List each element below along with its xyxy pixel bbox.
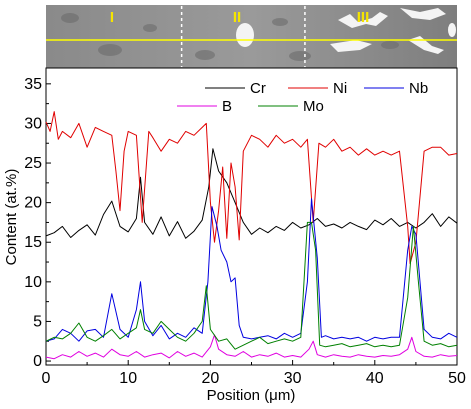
y-tick-label: 30 [24,115,42,132]
x-tick-label: 0 [42,370,51,387]
axis-ticks: 0 10 20 30 40 50 0 5 10 15 20 25 30 35 [24,76,466,387]
micrograph: I II III [46,5,457,68]
legend-label-nb: Nb [409,80,428,97]
legend-label-mo: Mo [303,98,324,115]
legend-label-ni: Ni [333,80,347,97]
series-line-ni [45,111,458,265]
y-tick-label: 35 [24,76,42,93]
x-axis-label: Position (μm) [207,387,296,404]
y-tick-label: 15 [24,234,42,251]
x-tick-label: 40 [366,370,384,387]
legend-label-cr: Cr [250,80,266,97]
x-tick-label: 20 [202,370,220,387]
series-line-nb [45,198,458,342]
legend: Cr Ni Nb B Mo [177,80,428,115]
series-layer [45,111,458,360]
series-line-cr [45,148,458,239]
zone-label-3: III [357,9,370,26]
x-tick-label: 50 [448,370,466,387]
y-axis-label: Content (at.%) [3,169,20,266]
x-tick-label: 30 [284,370,302,387]
y-tick-label: 10 [24,274,42,291]
y-tick-label: 5 [33,313,42,330]
zone-label-1: I [110,9,114,26]
zone-label-2: II [233,9,241,26]
y-tick-label: 25 [24,155,42,172]
series-line-b [45,334,458,360]
micrograph-texture [61,13,399,61]
y-tick-label: 20 [24,195,42,212]
series-line-mo [45,221,458,350]
x-tick-label: 10 [119,370,137,387]
plot-frame [45,67,458,366]
y-tick-label: 0 [33,353,42,370]
legend-label-b: B [222,98,232,115]
